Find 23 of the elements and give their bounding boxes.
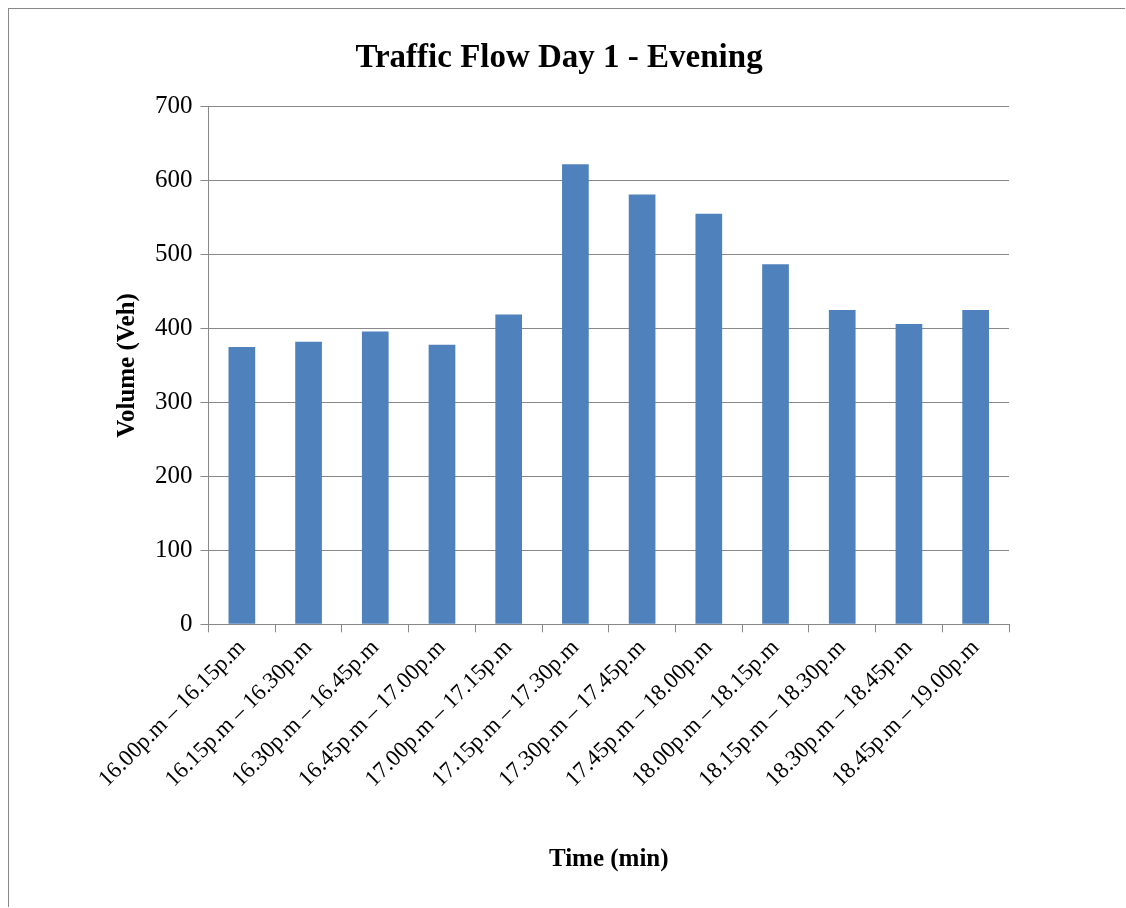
bar — [695, 213, 723, 624]
y-tick-label: 400 — [155, 313, 193, 341]
bar — [562, 164, 589, 624]
y-tick-label: 300 — [155, 387, 193, 415]
bar — [228, 346, 256, 624]
y-tick-label: 0 — [180, 608, 193, 636]
x-axis-title: Time (min) — [548, 844, 669, 873]
bar — [495, 314, 523, 624]
bar — [361, 331, 389, 624]
bar — [895, 324, 923, 624]
y-axis-title: Volume (Veh) — [112, 293, 141, 438]
bar — [628, 194, 656, 624]
chart-title: Traffic Flow Day 1 - Evening — [355, 38, 764, 75]
bar — [762, 264, 789, 624]
bar — [828, 310, 856, 624]
y-tick-label: 600 — [155, 165, 193, 193]
bar — [428, 344, 456, 624]
y-tick-label: 100 — [155, 534, 193, 562]
y-tick-label: 200 — [155, 460, 193, 488]
bar — [295, 341, 322, 624]
y-tick-label: 500 — [155, 239, 193, 267]
y-tick-label: 700 — [155, 91, 193, 119]
bar — [962, 310, 989, 624]
